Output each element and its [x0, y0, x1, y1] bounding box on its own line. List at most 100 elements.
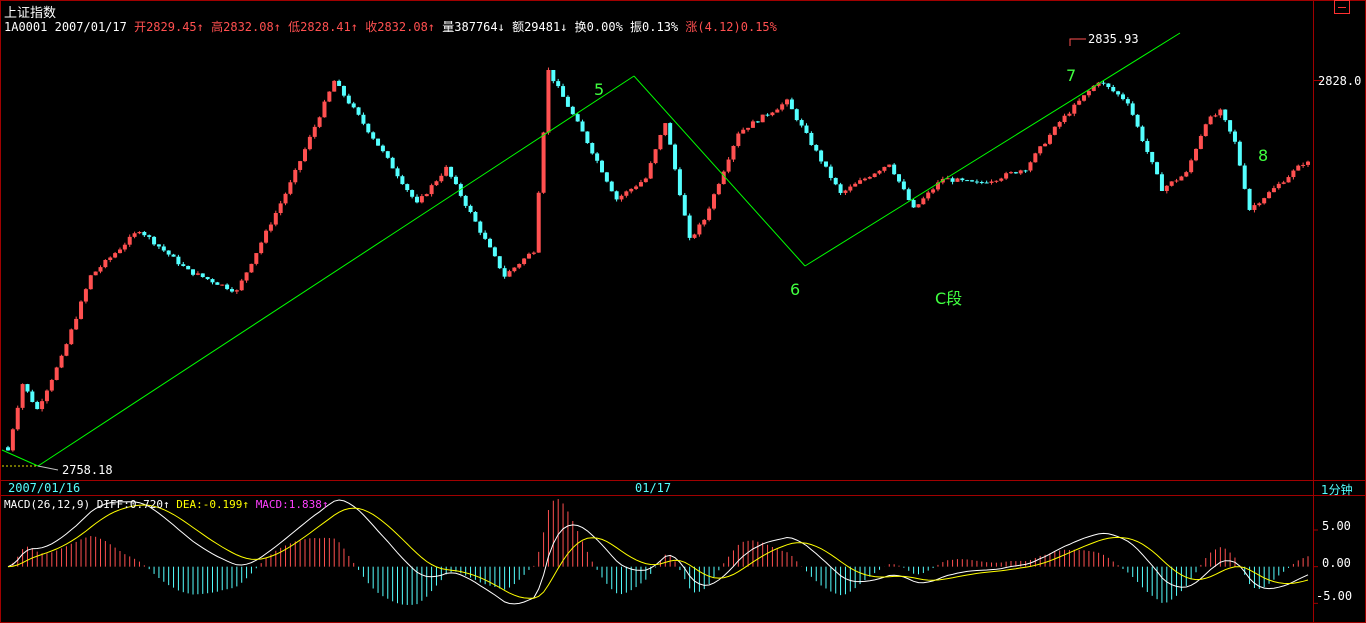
dea-line: [7, 504, 1309, 599]
amount: 额29481↓: [512, 20, 568, 34]
candle-body: [770, 112, 775, 116]
candle-body: [400, 176, 405, 185]
candle-body: [833, 177, 838, 185]
period-selector[interactable]: 1分钟: [1321, 483, 1353, 497]
candle-body: [1218, 109, 1223, 116]
candle-body: [1271, 188, 1276, 193]
candle-body: [721, 171, 726, 185]
candle-body: [44, 390, 49, 402]
candle-body: [609, 181, 614, 192]
candle-body: [40, 401, 45, 410]
candle-body: [186, 265, 191, 270]
wave-label-5: 5: [594, 80, 605, 99]
candle-body: [1150, 151, 1155, 163]
candle-body: [351, 103, 356, 108]
high-price: 高2832.08↑: [211, 20, 281, 34]
close-price: 收2832.08↑: [365, 20, 436, 34]
candle-body: [205, 277, 210, 280]
volume: 量387764↓: [442, 20, 505, 34]
candle-body: [1008, 172, 1013, 174]
change: 涨(4.12)0.15%: [685, 20, 777, 34]
candle-body: [887, 164, 892, 167]
candle-body: [83, 289, 88, 302]
candle-body: [229, 289, 234, 292]
candle-body: [1067, 113, 1072, 116]
candle-body: [726, 159, 731, 172]
candle-body: [546, 69, 551, 133]
candle-body: [337, 80, 342, 86]
candle-body: [317, 117, 322, 127]
diff-value: DIFF:0.720↑: [96, 498, 170, 511]
candle-body: [1057, 122, 1062, 127]
candle-body: [707, 208, 712, 220]
restore-icon[interactable]: [1334, 0, 1350, 14]
candle-body: [6, 447, 10, 451]
candle-body: [390, 157, 395, 169]
candle-body: [25, 384, 30, 392]
candle-body: [410, 190, 415, 197]
turnover: 换0.00%: [574, 20, 623, 34]
candle-body: [814, 145, 819, 151]
candle-body: [843, 190, 848, 193]
candle-body: [760, 114, 765, 123]
candle-body: [619, 195, 624, 200]
candle-body: [794, 109, 799, 121]
candle-body: [882, 166, 887, 171]
stock-code: 1A0001: [4, 20, 48, 34]
candle-body: [1247, 188, 1252, 210]
candle-body: [565, 96, 570, 107]
candle-body: [838, 184, 843, 193]
candle-body: [327, 91, 332, 102]
candle-body: [984, 182, 989, 184]
candle-body: [1106, 83, 1111, 87]
candle-body: [1096, 82, 1101, 86]
candle-body: [906, 189, 911, 201]
candle-body: [1145, 141, 1150, 152]
candle-body: [473, 211, 478, 222]
candle-body: [1194, 148, 1199, 161]
candle-body: [312, 126, 317, 137]
candle-body: [507, 271, 512, 277]
candle-body: [264, 230, 269, 243]
candle-body: [541, 132, 546, 193]
candle-body: [74, 318, 79, 330]
candle-body: [862, 178, 867, 181]
candle-body: [711, 194, 716, 209]
candle-body: [867, 177, 872, 179]
candle-body: [113, 253, 118, 258]
candle-body: [819, 150, 824, 162]
candle-body: [293, 169, 298, 183]
candle-body: [653, 149, 658, 164]
candle-body: [366, 123, 371, 133]
candle-body: [278, 203, 283, 214]
amplitude: 振0.13%: [630, 20, 679, 34]
candle-body: [478, 221, 483, 233]
candle-body: [1043, 143, 1048, 147]
candle-body: [117, 249, 122, 254]
candle-body: [750, 121, 755, 128]
candle-body: [1184, 172, 1189, 177]
candle-body: [142, 231, 147, 236]
candle-body: [449, 166, 454, 177]
candle-body: [931, 189, 936, 193]
candle-body: [371, 132, 376, 139]
candle-body: [468, 205, 473, 212]
candle-body: [965, 180, 970, 182]
candle-body: [1018, 170, 1023, 174]
candle-body: [191, 269, 196, 275]
candle-body: [960, 178, 965, 181]
candle-body: [166, 250, 171, 255]
candle-body: [979, 182, 984, 184]
candle-body: [1159, 174, 1164, 191]
candle-body: [1125, 99, 1130, 104]
candle-body: [1291, 170, 1296, 178]
candle-body: [916, 204, 921, 208]
macd-tick-0: 0.00: [1322, 556, 1351, 570]
candle-body: [64, 344, 69, 356]
candle-body: [1033, 153, 1038, 163]
wave-lines: [1, 32, 1181, 471]
candle-body: [858, 180, 863, 184]
wave-label-6: 6: [790, 280, 801, 299]
